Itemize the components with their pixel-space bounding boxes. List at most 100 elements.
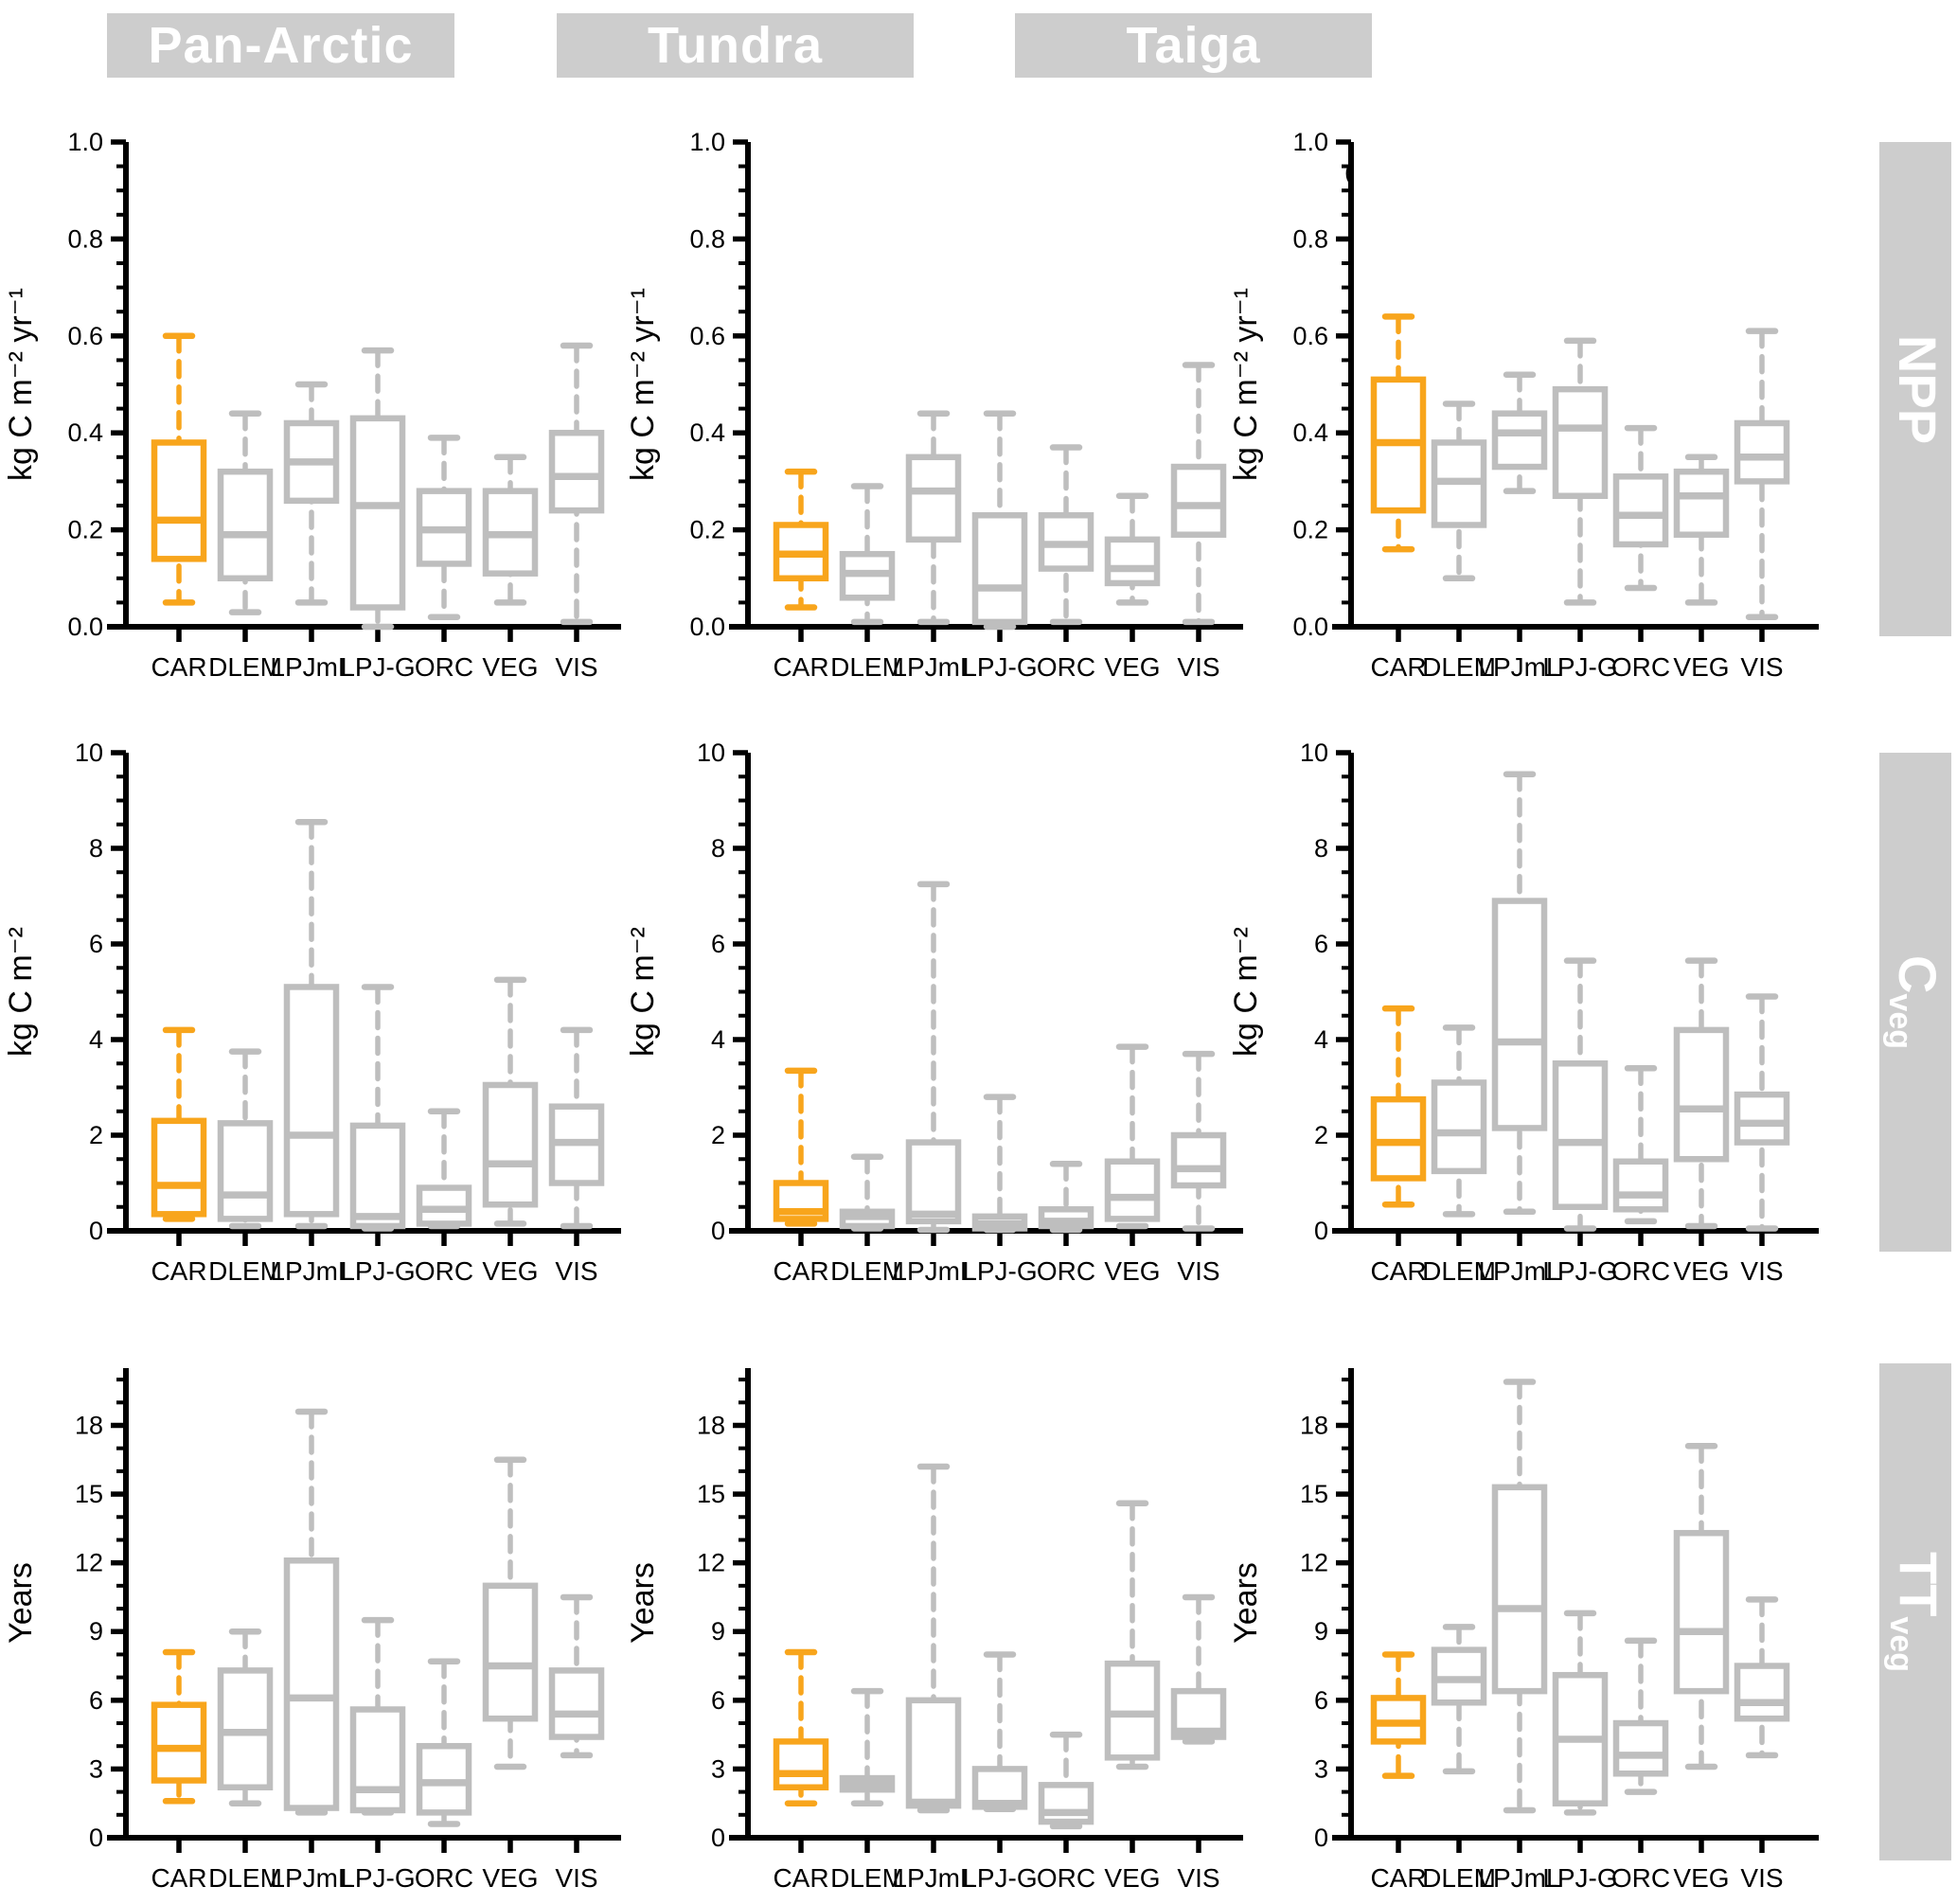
x-tick-label-ORC: ORC: [415, 1863, 473, 1893]
box-CAR: [151, 1026, 207, 1222]
x-tick-label-LPJ-G: LPJ-G: [340, 1256, 415, 1286]
box-DLEM: [839, 1687, 896, 1806]
x-tick-label-LPJmL: LPJmL: [270, 1863, 352, 1893]
y-tick-label: 4: [1314, 1025, 1328, 1054]
y-tick-label: 2: [711, 1121, 725, 1149]
box-DLEM: [839, 1153, 896, 1232]
box-CAR: [151, 332, 207, 606]
box-ORC: [1038, 1731, 1094, 1830]
panel-taiga-npp: 0.00.20.40.60.81.0kg C m⁻² yr⁻¹CARDLEMLP…: [1228, 128, 1819, 682]
box-LPJmL: [283, 381, 340, 606]
box-VEG: [1104, 492, 1161, 606]
stray-mark: (: [1344, 157, 1353, 186]
x-tick-label-LPJ-G: LPJ-G: [962, 652, 1037, 682]
y-axis-label: kg C m⁻²: [1228, 927, 1264, 1057]
y-axis-label: kg C m⁻² yr⁻¹: [3, 288, 39, 481]
y-tick-label: 1.0: [67, 128, 103, 156]
box-VIS: [548, 1026, 605, 1230]
box-VIS: [548, 1593, 605, 1759]
x-tick-label-LPJmL: LPJmL: [1478, 1256, 1560, 1286]
y-tick-label: 15: [1300, 1480, 1328, 1508]
x-tick-label-CAR: CAR: [1370, 1863, 1426, 1893]
y-tick-label: 6: [711, 1686, 725, 1715]
y-tick-label: 0: [89, 1824, 103, 1852]
y-tick-label: 9: [89, 1617, 103, 1646]
box-ORC: [1038, 1161, 1094, 1234]
box-ORC: [416, 1658, 472, 1827]
box-LPJ-G: [971, 410, 1028, 631]
x-tick-label-VEG: VEG: [482, 1256, 538, 1286]
x-tick-label-LPJmL: LPJmL: [892, 652, 974, 682]
y-tick-label: 18: [1300, 1411, 1328, 1439]
y-tick-label: 0.0: [689, 613, 725, 641]
box-ORC: [1612, 1637, 1669, 1795]
y-tick-label: 0.6: [689, 322, 725, 350]
x-tick-label-VEG: VEG: [1673, 652, 1729, 682]
box-VEG: [1673, 454, 1730, 606]
box-ORC: [1612, 424, 1669, 592]
x-tick-label-VEG: VEG: [1104, 652, 1160, 682]
x-tick-label-DLEM: DLEM: [208, 1256, 282, 1286]
box-DLEM: [1431, 1024, 1487, 1218]
y-axis-label: Years: [3, 1562, 39, 1644]
box-VIS: [1170, 1050, 1227, 1232]
x-tick-label-CAR: CAR: [1370, 1256, 1426, 1286]
y-tick-label: 0: [711, 1824, 725, 1852]
y-tick-label: 12: [697, 1549, 725, 1577]
y-axis-label: kg C m⁻² yr⁻¹: [625, 288, 661, 481]
x-tick-label-DLEM: DLEM: [830, 1863, 904, 1893]
box-LPJmL: [1491, 371, 1548, 494]
box-CAR: [773, 1648, 829, 1806]
box-VEG: [1673, 957, 1730, 1230]
box-DLEM: [217, 410, 274, 615]
box-LPJ-G: [1552, 1610, 1609, 1816]
y-tick-label: 0.6: [67, 322, 103, 350]
y-tick-label: 6: [89, 930, 103, 958]
x-tick-label-LPJ-G: LPJ-G: [340, 1863, 415, 1893]
box-ORC: [1038, 444, 1094, 626]
y-axis-label: kg C m⁻²: [625, 927, 661, 1057]
y-tick-label: 4: [711, 1025, 725, 1054]
column-header-tundra: Tundra: [557, 13, 914, 78]
box-VIS: [1734, 1596, 1790, 1759]
box-VEG: [482, 976, 539, 1227]
box-VIS: [1170, 362, 1227, 626]
x-tick-label-VEG: VEG: [482, 652, 538, 682]
box-VIS: [1734, 328, 1790, 621]
y-tick-label: 0.4: [67, 418, 103, 447]
box-DLEM: [1431, 1624, 1487, 1775]
x-tick-label-CAR: CAR: [1370, 652, 1426, 682]
x-tick-label-VIS: VIS: [555, 1863, 597, 1893]
x-tick-label-VEG: VEG: [1673, 1256, 1729, 1286]
x-tick-label-LPJ-G: LPJ-G: [962, 1256, 1037, 1286]
y-tick-label: 0.4: [689, 418, 725, 447]
x-tick-label-DLEM: DLEM: [1422, 652, 1496, 682]
y-tick-label: 15: [697, 1480, 725, 1508]
box-LPJ-G: [971, 1094, 1028, 1234]
x-tick-label-LPJmL: LPJmL: [270, 1256, 352, 1286]
y-axis-label: Years: [1228, 1562, 1264, 1644]
box-LPJmL: [905, 410, 962, 626]
box-ORC: [416, 435, 472, 621]
y-tick-label: 18: [697, 1411, 725, 1439]
y-tick-label: 0.8: [67, 224, 103, 253]
x-tick-label-VIS: VIS: [1177, 1256, 1219, 1286]
box-LPJ-G: [1552, 957, 1609, 1232]
box-LPJ-G: [349, 984, 406, 1232]
box-DLEM: [217, 1048, 274, 1230]
x-tick-label-CAR: CAR: [151, 1256, 206, 1286]
y-tick-label: 9: [1314, 1617, 1328, 1646]
y-tick-label: 0: [1314, 1217, 1328, 1245]
x-tick-label-VIS: VIS: [555, 1256, 597, 1286]
y-tick-label: 12: [1300, 1549, 1328, 1577]
box-LPJmL: [1491, 1379, 1548, 1814]
box-VEG: [482, 454, 539, 606]
x-tick-label-DLEM: DLEM: [1422, 1863, 1496, 1893]
x-tick-label-VEG: VEG: [1104, 1863, 1160, 1893]
x-tick-label-CAR: CAR: [773, 652, 828, 682]
y-tick-label: 0.6: [1292, 322, 1328, 350]
